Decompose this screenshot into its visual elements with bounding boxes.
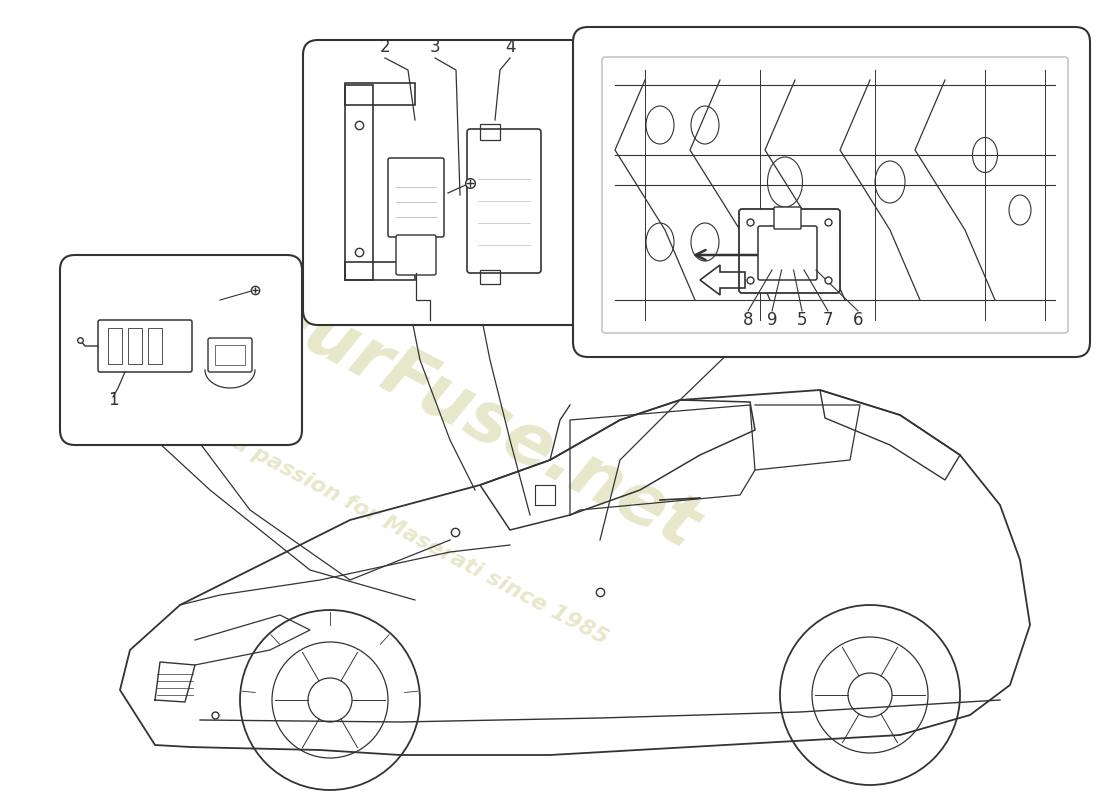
Bar [480, 124, 501, 140]
Bar [345, 262, 415, 280]
Bar [128, 328, 142, 364]
Text: eurFuse.net: eurFuse.net [250, 276, 710, 564]
Text: 1: 1 [108, 391, 119, 409]
Bar [345, 83, 415, 105]
Text: 9: 9 [767, 311, 778, 329]
FancyBboxPatch shape [98, 320, 192, 372]
FancyBboxPatch shape [468, 129, 541, 273]
Text: 6: 6 [852, 311, 864, 329]
FancyBboxPatch shape [388, 158, 444, 237]
Text: 5: 5 [796, 311, 807, 329]
FancyBboxPatch shape [774, 207, 801, 229]
Text: 8: 8 [742, 311, 754, 329]
Bar [148, 328, 162, 364]
FancyBboxPatch shape [739, 209, 840, 293]
Bar [345, 85, 373, 280]
Bar [480, 270, 501, 284]
Text: 2: 2 [379, 38, 390, 56]
FancyBboxPatch shape [60, 255, 302, 445]
Text: a passion for Maserati since 1985: a passion for Maserati since 1985 [229, 432, 612, 648]
Bar [108, 328, 122, 364]
FancyBboxPatch shape [396, 235, 436, 275]
Text: 3: 3 [430, 38, 440, 56]
Text: 4: 4 [505, 38, 515, 56]
Bar [214, 345, 245, 365]
Text: 7: 7 [823, 311, 834, 329]
FancyBboxPatch shape [302, 40, 585, 325]
FancyBboxPatch shape [208, 338, 252, 372]
FancyBboxPatch shape [573, 27, 1090, 357]
FancyBboxPatch shape [602, 57, 1068, 333]
FancyBboxPatch shape [758, 226, 817, 280]
